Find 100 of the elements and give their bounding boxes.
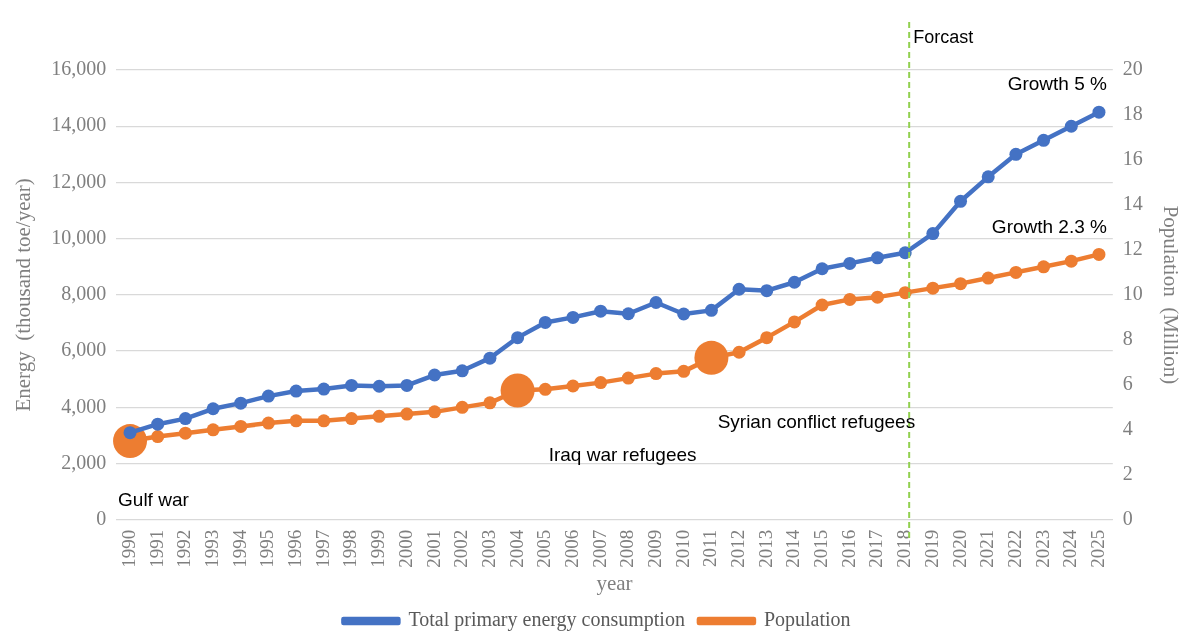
point	[843, 256, 857, 270]
point	[594, 304, 608, 318]
point	[511, 331, 525, 345]
point	[289, 384, 303, 398]
point	[1064, 119, 1078, 133]
x-tick-label: 2000	[394, 529, 416, 568]
y-tick-label: 2,000	[61, 450, 107, 473]
point	[1037, 260, 1051, 274]
point	[981, 170, 995, 184]
x-tick-label: 2006	[560, 529, 582, 568]
point	[677, 364, 691, 378]
annotation: Syrian conflict refugees	[717, 411, 916, 433]
x-tick-label: 2009	[644, 529, 666, 568]
x-tick-label: 2013	[754, 529, 776, 568]
point	[787, 315, 801, 329]
point	[566, 379, 580, 393]
point	[234, 396, 248, 410]
y2-tick-label: 10	[1122, 282, 1143, 305]
point	[815, 298, 829, 312]
x-tick-label: 1996	[284, 529, 306, 568]
y2-tick-label: 20	[1122, 57, 1143, 80]
point	[538, 382, 552, 396]
point	[787, 275, 801, 289]
point	[1092, 247, 1106, 261]
point	[317, 382, 331, 396]
x-tick-label: 1998	[339, 529, 361, 568]
x-tick-label: 2005	[533, 529, 555, 568]
y2-tick-label: 6	[1122, 372, 1133, 395]
x-tick-label: 2008	[616, 529, 638, 568]
x-tick-label: 2021	[976, 529, 998, 568]
y-tick-label: 0	[96, 507, 107, 530]
x-tick-label: 2025	[1086, 529, 1108, 568]
point	[372, 409, 386, 423]
x-tick-label: 2023	[1031, 529, 1053, 568]
y-tick-label: 12,000	[51, 169, 107, 192]
x-tick-label: 2014	[782, 529, 804, 568]
y2-tick-label: 8	[1122, 327, 1133, 350]
point	[400, 407, 414, 421]
point	[954, 277, 968, 291]
x-tick-label: 2010	[671, 529, 693, 568]
x-tick-label: 2024	[1059, 529, 1081, 568]
x-tick-label: 1990	[118, 529, 140, 568]
point	[317, 414, 331, 428]
point	[538, 315, 552, 329]
point	[981, 271, 995, 285]
x-tick-label: 1993	[201, 529, 223, 568]
x-tick-label: 1999	[367, 529, 389, 568]
point	[926, 227, 940, 241]
x-tick-label: 2017	[865, 529, 887, 568]
y2-axis-title: Population (Million)	[1158, 205, 1183, 385]
point	[677, 307, 691, 321]
x-tick-label: 2018	[893, 529, 915, 568]
annotation: Growth 2.3 %	[991, 215, 1108, 237]
point	[954, 194, 968, 208]
point	[870, 251, 884, 265]
point	[1037, 133, 1051, 147]
point	[261, 389, 275, 403]
x-tick-label: 2022	[1003, 529, 1025, 568]
point	[760, 331, 774, 345]
point	[206, 423, 220, 437]
y2-tick-label: 18	[1122, 102, 1143, 125]
y-tick-label: 8,000	[61, 282, 107, 305]
point	[178, 412, 192, 426]
x-axis-title: year	[596, 570, 633, 595]
point	[123, 426, 137, 440]
y-axis-title: Energy (thousand toe/year)	[11, 178, 36, 412]
x-tick-label: 2015	[810, 529, 832, 568]
y-tick-label: 14,000	[51, 113, 107, 136]
y-tick-label: 16,000	[51, 57, 107, 80]
point	[261, 416, 275, 430]
point	[345, 378, 359, 392]
y2-tick-label: 12	[1122, 237, 1143, 260]
x-tick-label: 2011	[699, 529, 721, 568]
point	[815, 262, 829, 276]
y2-tick-label: 2	[1122, 462, 1133, 485]
x-tick-label: 1992	[173, 529, 195, 568]
x-tick-label: 2016	[837, 529, 859, 568]
point	[1009, 147, 1023, 161]
point	[566, 310, 580, 324]
x-tick-label: 2020	[948, 529, 970, 568]
point	[1092, 105, 1106, 119]
point	[428, 368, 442, 382]
y2-tick-label: 14	[1122, 192, 1143, 215]
y-tick-label: 10,000	[51, 225, 107, 248]
point	[760, 284, 774, 298]
point	[428, 405, 442, 419]
point	[870, 290, 884, 304]
x-tick-label: 1994	[228, 529, 250, 568]
point	[926, 281, 940, 295]
point	[400, 378, 414, 392]
point	[621, 371, 635, 385]
x-tick-label: 2019	[920, 529, 942, 568]
x-tick-label: 2001	[422, 529, 444, 568]
annotation: Gulf war	[118, 489, 190, 511]
x-tick-label: 2012	[727, 529, 749, 568]
point	[178, 426, 192, 440]
point	[483, 351, 497, 365]
point	[594, 376, 608, 390]
annotation: Growth 5 %	[1007, 73, 1108, 95]
point	[151, 417, 165, 431]
